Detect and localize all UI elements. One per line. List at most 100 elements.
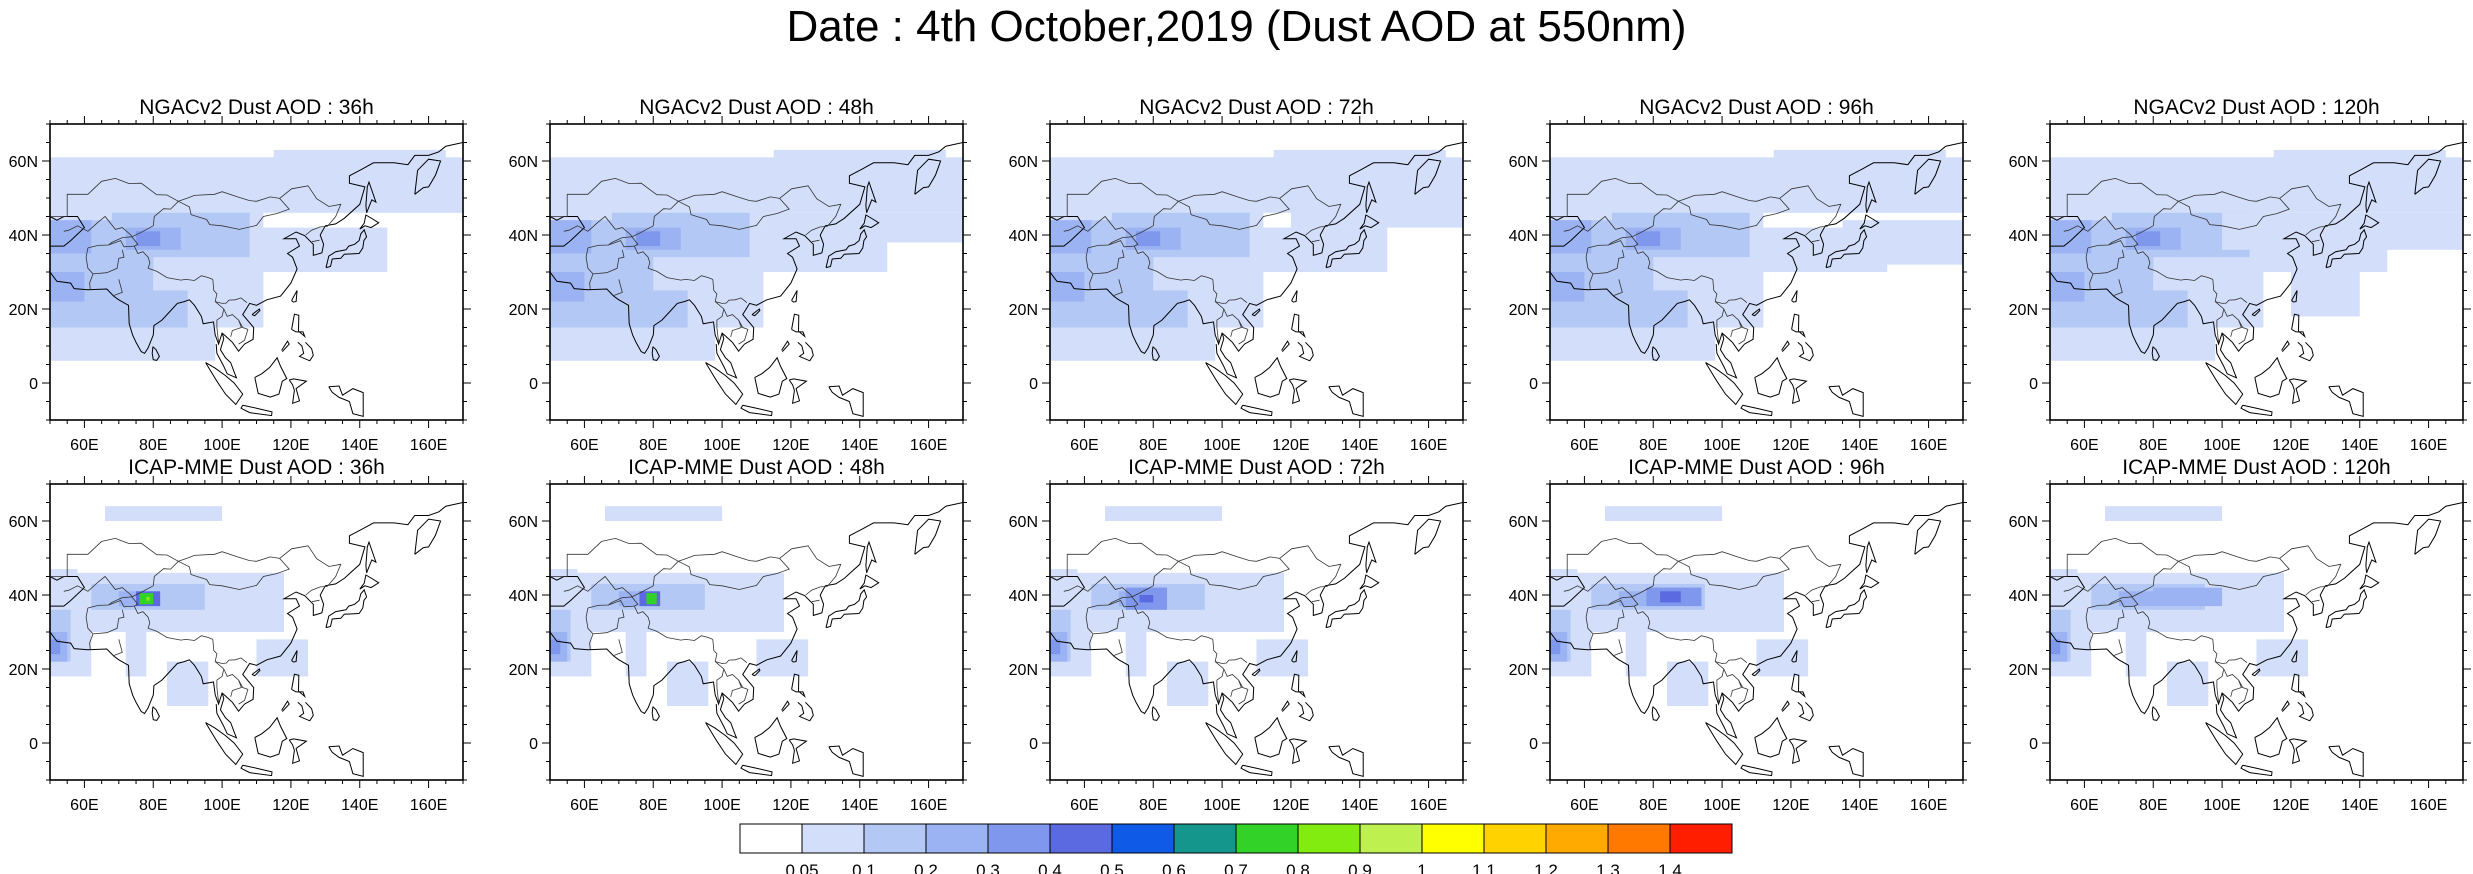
lon-tick-label: 80E — [139, 437, 167, 454]
coastline — [291, 313, 306, 339]
country-boundary — [805, 226, 828, 236]
coastline — [2205, 722, 2244, 766]
coastline — [1740, 404, 1773, 417]
coastline — [1859, 214, 1880, 230]
coastline — [281, 340, 290, 352]
coastlines — [1550, 502, 1963, 777]
coastline — [1328, 385, 1364, 417]
coastline — [251, 668, 261, 677]
coastline — [1291, 290, 1298, 303]
country-boundary — [631, 236, 639, 247]
dust-aod-cell — [2050, 327, 2216, 361]
country-boundary — [305, 226, 328, 236]
coastline — [781, 700, 790, 712]
coastline — [414, 518, 442, 555]
map-panel: 60E 80E 100E 120E 140E 160E 0 20N 40N 60N ICAP-MME… — [2009, 456, 2471, 814]
coastline — [2414, 518, 2442, 555]
dust-aod-cell — [667, 661, 709, 706]
country-boundary — [633, 605, 713, 641]
lon-tick-label: 80E — [1639, 437, 1667, 454]
colorbar-label: 0.4 — [1038, 861, 1062, 874]
country-boundary — [1631, 596, 1639, 607]
country-boundary — [2279, 185, 2342, 227]
coastline — [1550, 216, 1586, 247]
lon-tick-label: 160E — [1410, 797, 1447, 814]
coastline — [2365, 540, 2377, 573]
country-boundary — [1087, 240, 1135, 249]
country-boundary — [1563, 215, 1633, 246]
country-boundary — [1592, 609, 1625, 635]
dust-aod-field — [550, 149, 963, 361]
lon-tick-label: 80E — [2139, 797, 2167, 814]
coastline — [1291, 673, 1306, 699]
lon-tick-label: 140E — [1341, 797, 1378, 814]
coastline — [754, 356, 788, 398]
country-boundary — [738, 319, 749, 345]
coastline — [1365, 540, 1377, 573]
coastline — [791, 290, 798, 303]
colorbar-swatch — [1607, 823, 1671, 854]
country-boundary — [1587, 600, 1635, 609]
coastline — [2288, 738, 2308, 765]
colorbar-label: 1.4 — [1658, 861, 1682, 874]
map-panel: 60E 80E 100E 120E 140E 160E 0 20N 40N 60N NGACv2 D… — [1009, 96, 1471, 454]
coastline — [2297, 341, 2314, 362]
dust-aod-cell — [50, 220, 92, 254]
country-boundary — [1113, 639, 1123, 657]
coastline — [2359, 574, 2380, 590]
coastline — [2414, 158, 2442, 195]
lat-tick-label: 20N — [2009, 662, 2038, 679]
country-boundary — [2087, 600, 2135, 609]
country-boundary — [311, 239, 320, 243]
coastline — [1215, 692, 1238, 739]
country-boundary — [1712, 639, 1748, 664]
lat-tick-label: 40N — [2009, 228, 2038, 245]
dust-aod-field — [1050, 506, 1309, 706]
coastline — [2328, 385, 2364, 417]
coastline — [1288, 378, 1308, 405]
coastline — [705, 722, 744, 766]
country-boundary — [214, 661, 225, 703]
dust-aod-cell — [2167, 661, 2209, 706]
map-panel: 60E 80E 100E 120E 140E 160E 0 20N 40N 60N NGACv2 D… — [2009, 96, 2471, 454]
country-boundary — [2311, 239, 2320, 243]
dust-aod-field — [1550, 149, 1963, 361]
coastline — [2215, 332, 2238, 379]
lon-tick-label: 100E — [1703, 797, 1740, 814]
country-boundary — [811, 599, 820, 603]
dust-aod-cell — [1756, 639, 1809, 677]
lon-tick-label: 140E — [1841, 437, 1878, 454]
map-panel: 60E 80E 100E 120E 140E 160E 0 20N 40N 60N ICAP-MME… — [1009, 456, 1471, 814]
lon-tick-label: 100E — [703, 437, 740, 454]
coastline — [1781, 700, 1790, 712]
lat-tick-label: 60N — [2009, 154, 2038, 171]
dust-aod-field — [2050, 506, 2309, 706]
coastline — [1359, 214, 1380, 230]
country-boundary — [2238, 679, 2249, 705]
coastline — [1651, 346, 1660, 361]
colorbar-label: 1.2 — [1534, 861, 1558, 874]
coastline — [1859, 574, 1880, 590]
dust-aod-cell — [550, 327, 716, 361]
colorbar-swatch — [1297, 823, 1361, 854]
country-boundary — [1305, 586, 1328, 596]
coastline — [291, 673, 306, 699]
lon-tick-label: 160E — [1410, 437, 1447, 454]
colorbar-label: 0.2 — [914, 861, 938, 874]
lon-tick-label: 120E — [2272, 437, 2309, 454]
coastline — [1050, 576, 1086, 607]
lon-tick-label: 60E — [70, 797, 98, 814]
lon-tick-label: 60E — [1070, 797, 1098, 814]
lon-tick-label: 140E — [341, 437, 378, 454]
coastlines — [2050, 142, 2463, 417]
coastline — [2325, 588, 2368, 629]
lon-tick-label: 160E — [910, 797, 947, 814]
dust-aod-cell — [1667, 661, 1709, 706]
coastlines — [50, 142, 463, 417]
dust-aod-cell — [1050, 272, 1085, 302]
coastline — [781, 340, 790, 352]
coastline — [50, 502, 463, 715]
coastline — [1825, 228, 1868, 269]
lon-tick-label: 60E — [70, 437, 98, 454]
coastline — [215, 332, 238, 379]
